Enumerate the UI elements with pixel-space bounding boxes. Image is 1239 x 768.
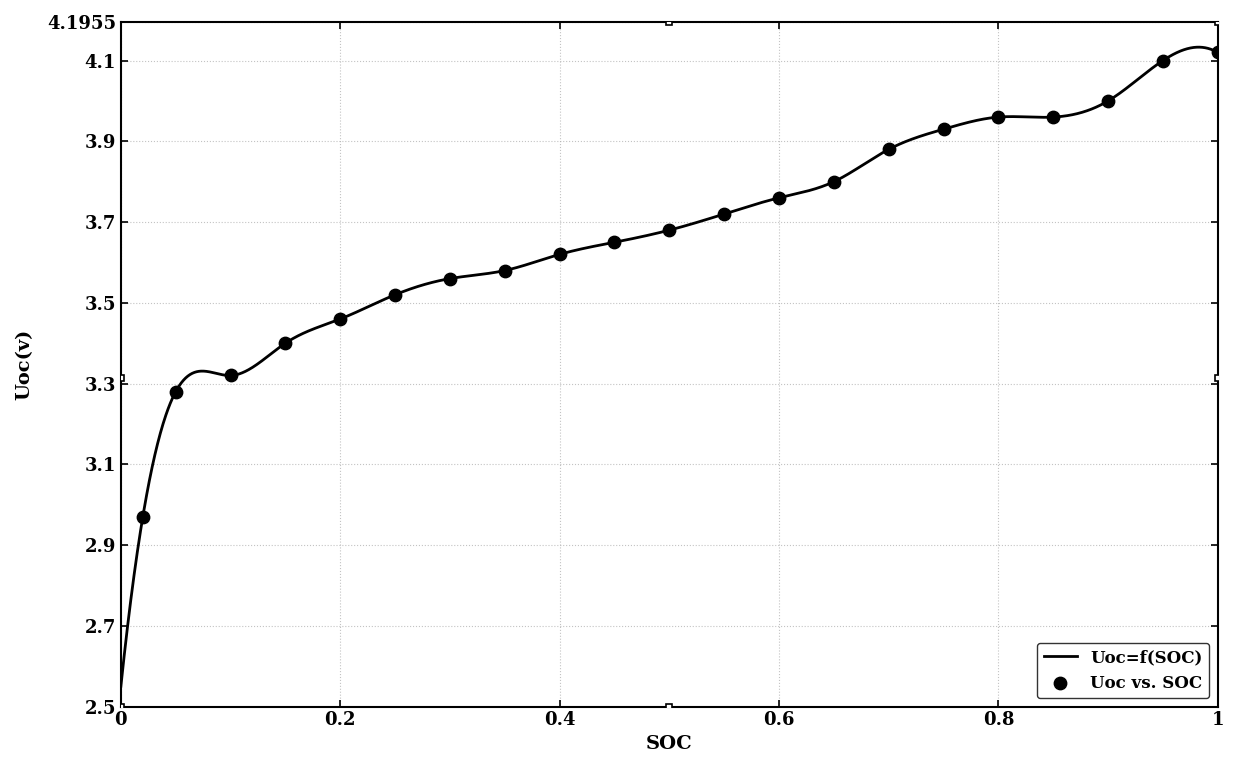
- Uoc=f(SOC): [647, 229, 662, 238]
- Uoc vs. SOC: [989, 111, 1009, 123]
- Uoc=f(SOC): [618, 236, 633, 245]
- Uoc=f(SOC): [114, 682, 129, 691]
- X-axis label: SOC: SOC: [646, 735, 693, 753]
- Uoc=f(SOC): [170, 385, 185, 394]
- Uoc vs. SOC: [605, 236, 624, 248]
- Uoc vs. SOC: [714, 208, 733, 220]
- Uoc vs. SOC: [331, 313, 351, 325]
- Uoc vs. SOC: [440, 273, 460, 285]
- Uoc=f(SOC): [978, 114, 992, 124]
- Uoc=f(SOC): [1211, 48, 1225, 57]
- Uoc vs. SOC: [385, 289, 405, 301]
- Uoc vs. SOC: [133, 511, 152, 523]
- Uoc vs. SOC: [1154, 55, 1173, 67]
- Uoc vs. SOC: [824, 176, 844, 188]
- Uoc vs. SOC: [1098, 94, 1118, 107]
- Uoc vs. SOC: [769, 192, 789, 204]
- Line: Uoc=f(SOC): Uoc=f(SOC): [121, 47, 1218, 687]
- Uoc=f(SOC): [1178, 45, 1193, 54]
- Uoc vs. SOC: [494, 264, 514, 276]
- Y-axis label: Uoc(v): Uoc(v): [15, 329, 33, 400]
- Legend: Uoc=f(SOC), Uoc vs. SOC: Uoc=f(SOC), Uoc vs. SOC: [1037, 643, 1209, 698]
- Uoc vs. SOC: [934, 123, 954, 135]
- Uoc=f(SOC): [1191, 42, 1206, 51]
- Uoc vs. SOC: [878, 144, 898, 156]
- Uoc vs. SOC: [1208, 46, 1228, 58]
- Uoc vs. SOC: [1043, 111, 1063, 123]
- Uoc vs. SOC: [166, 386, 186, 398]
- Uoc vs. SOC: [275, 337, 295, 349]
- Uoc vs. SOC: [221, 369, 240, 382]
- Uoc vs. SOC: [550, 248, 570, 260]
- Uoc=f(SOC): [1178, 45, 1193, 54]
- Uoc vs. SOC: [659, 224, 679, 237]
